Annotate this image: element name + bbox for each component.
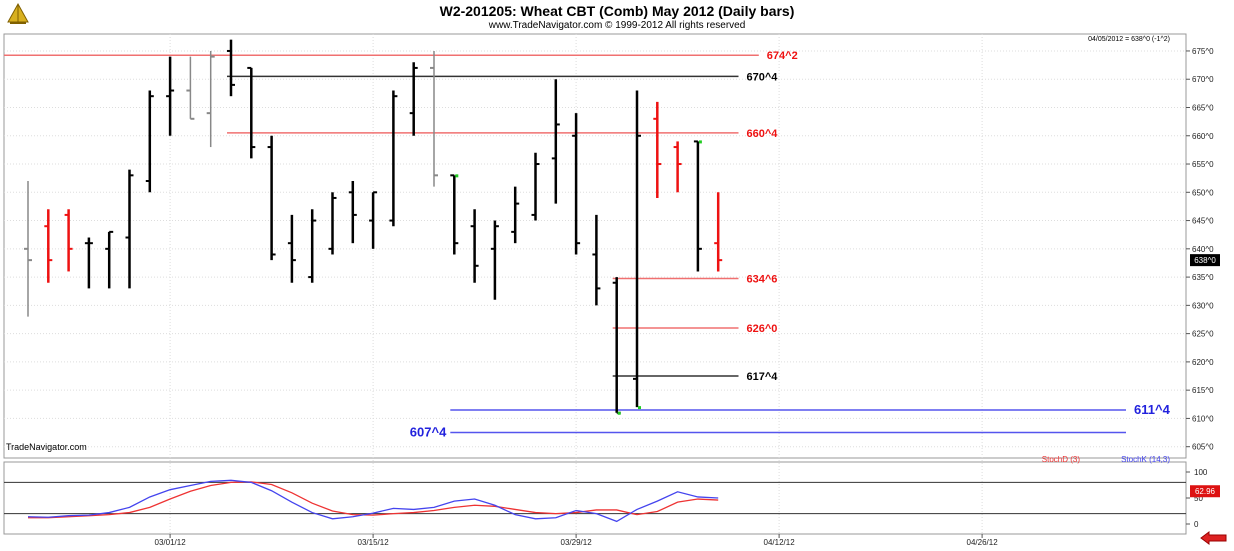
chart-subtitle: www.TradeNavigator.com © 1999-2012 All r…: [488, 20, 746, 31]
osc-value-label: 62.96: [1195, 487, 1216, 496]
level-label: 674^2: [767, 50, 798, 62]
watermark-text: TradeNavigator.com: [6, 442, 87, 452]
price-panel-frame: [3, 33, 1187, 459]
x-tick-label: 04/12/12: [764, 538, 796, 547]
level-label: 660^4: [747, 128, 779, 140]
osc-legend-stochk: StochK (14,3): [1121, 455, 1170, 464]
osc-tick-label: 50: [1194, 494, 1203, 503]
price-tick-label: 640^0: [1192, 245, 1214, 254]
level-label: 670^4: [747, 71, 779, 83]
last-price-box: [1190, 254, 1220, 267]
price-tick-label: 675^0: [1192, 47, 1214, 56]
x-tick-label: 03/15/12: [358, 538, 390, 547]
price-tick-label: 610^0: [1192, 414, 1214, 423]
price-tick-label: 670^0: [1192, 75, 1214, 84]
osc-series-line: [27, 479, 719, 523]
signal-mark: [617, 411, 621, 415]
price-tick-label: 665^0: [1192, 103, 1214, 112]
level-label: 634^6: [747, 274, 778, 286]
chart-title: W2-201205: Wheat CBT (Comb) May 2012 (Da…: [439, 3, 795, 19]
oscillator-panel-frame: [3, 461, 1187, 535]
level-label: 626^0: [747, 323, 778, 335]
last-price-info: 04/05/2012 = 638^0 (-1^2): [1088, 36, 1170, 43]
level-label: 611^4: [1134, 402, 1171, 417]
osc-value-box: [1190, 485, 1220, 498]
price-tick-label: 650^0: [1192, 188, 1214, 197]
price-tick-label: 630^0: [1192, 301, 1214, 310]
level-label: 607^4: [410, 425, 447, 440]
price-tick-label: 645^0: [1192, 217, 1214, 226]
signal-mark: [455, 174, 459, 178]
price-tick-label: 625^0: [1192, 330, 1214, 339]
price-tick-label: 660^0: [1192, 132, 1214, 141]
level-label: 617^4: [747, 371, 779, 383]
osc-tick-label: 0: [1194, 520, 1199, 529]
price-tick-label: 635^0: [1192, 273, 1214, 282]
price-tick-label: 615^0: [1192, 386, 1214, 395]
osc-tick-label: 100: [1194, 468, 1208, 477]
signal-mark: [638, 406, 641, 410]
signal-mark: [698, 140, 702, 144]
osc-legend-stochd: StochD (3): [1042, 455, 1081, 464]
price-tick-label: 605^0: [1192, 443, 1214, 452]
scroll-left-arrow-icon[interactable]: [1200, 530, 1228, 551]
x-tick-label: 03/01/12: [155, 538, 187, 547]
last-price-label: 638^0: [1194, 256, 1216, 265]
price-tick-label: 620^0: [1192, 358, 1214, 367]
tradenavigator-logo-icon: [6, 2, 30, 26]
price-tick-label: 655^0: [1192, 160, 1214, 169]
x-tick-label: 03/29/12: [561, 538, 593, 547]
osc-series-line: [28, 481, 719, 519]
x-tick-label: 04/26/12: [967, 538, 999, 547]
